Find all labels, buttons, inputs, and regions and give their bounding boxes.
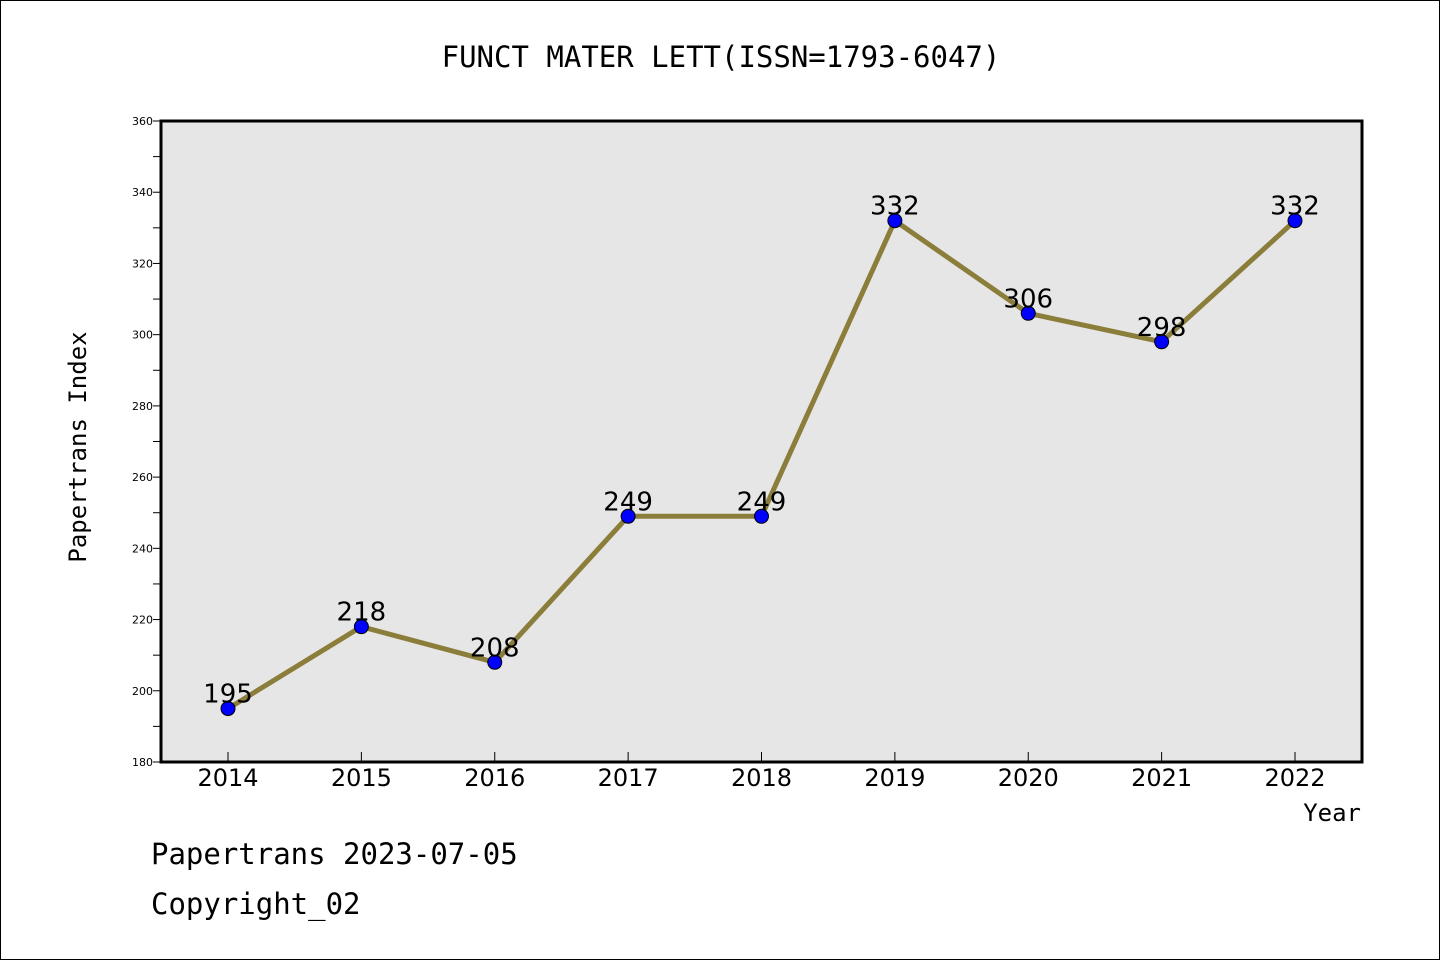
data-point bbox=[353, 619, 369, 635]
x-tick-label: 2021 bbox=[1131, 764, 1192, 792]
data-point bbox=[1020, 305, 1036, 321]
data-label: 249 bbox=[603, 487, 653, 517]
x-tick-label: 2019 bbox=[864, 764, 925, 792]
y-tick-label: 200 bbox=[132, 685, 153, 698]
chart-title: FUNCT MATER LETT(ISSN=1793-6047) bbox=[442, 40, 1001, 74]
x-axis: 2014 2015 2016 2017 2018 2019 2020 2021 2022 bbox=[197, 752, 1326, 792]
data-label: 218 bbox=[337, 598, 387, 628]
y-tick-label: 300 bbox=[132, 329, 153, 342]
x-tick-label: 2014 bbox=[197, 764, 258, 792]
x-tick-label: 2017 bbox=[598, 764, 659, 792]
data-point bbox=[887, 213, 903, 229]
data-label: 195 bbox=[203, 680, 253, 710]
y-tick-label: 320 bbox=[132, 257, 153, 270]
x-axis-label: Year bbox=[1303, 799, 1361, 827]
y-axis: 180 200 220 240 260 280 300 320 340 360 bbox=[132, 115, 161, 769]
data-label: 208 bbox=[470, 633, 520, 663]
plot-area bbox=[159, 119, 1364, 764]
x-tick-label: 2016 bbox=[464, 764, 525, 792]
x-tick-label: 2015 bbox=[331, 764, 392, 792]
data-point bbox=[620, 508, 636, 524]
series-line-group: 195 218 208 249 249 332 306 298 332 bbox=[203, 192, 1320, 717]
y-tick-label: 220 bbox=[132, 614, 153, 627]
data-label: 332 bbox=[870, 192, 920, 222]
data-label: 306 bbox=[1003, 284, 1053, 314]
x-tick-label: 2018 bbox=[731, 764, 792, 792]
y-tick-label: 260 bbox=[132, 471, 153, 484]
data-point bbox=[487, 654, 503, 670]
y-tick-label: 180 bbox=[132, 756, 153, 769]
y-tick-label: 280 bbox=[132, 400, 153, 413]
y-tick-label: 240 bbox=[132, 542, 153, 555]
footer-copyright-text: Copyright_02 bbox=[151, 887, 361, 921]
y-tick-label: 340 bbox=[132, 186, 153, 199]
data-label: 298 bbox=[1137, 313, 1187, 343]
data-label: 332 bbox=[1270, 192, 1320, 222]
data-point bbox=[1287, 213, 1303, 229]
data-point bbox=[754, 508, 769, 524]
data-point bbox=[1154, 334, 1170, 350]
x-tick-label: 2020 bbox=[998, 764, 1059, 792]
data-label: 249 bbox=[737, 487, 787, 517]
y-axis-label: Papertrans Index bbox=[64, 331, 92, 562]
footer-date-text: Papertrans 2023-07-05 bbox=[151, 837, 518, 871]
x-tick-label: 2022 bbox=[1264, 764, 1325, 792]
data-point bbox=[220, 701, 236, 717]
y-tick-label: 360 bbox=[132, 115, 153, 128]
